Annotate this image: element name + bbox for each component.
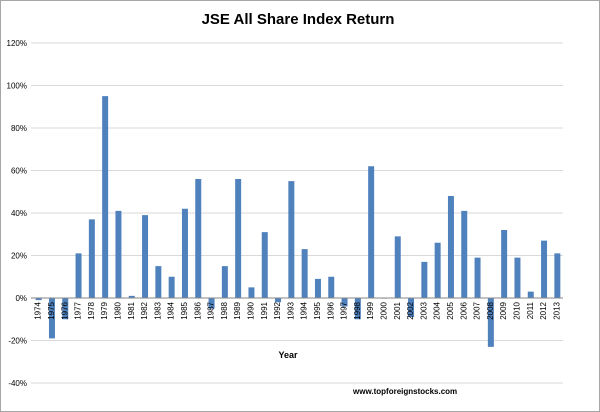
bar: [35, 298, 42, 301]
bar: [275, 298, 282, 303]
x-tick-label: 2000: [379, 301, 388, 319]
bars: [35, 96, 561, 347]
x-tick-label: 1989: [233, 301, 242, 319]
bar: [314, 278, 321, 298]
bar: [514, 257, 521, 298]
bar: [554, 253, 561, 298]
x-axis-label: Year: [278, 350, 298, 360]
x-tick-label: 1977: [74, 301, 83, 319]
y-tick-label: 120%: [7, 39, 27, 48]
bar: [115, 210, 122, 298]
x-tick-label: 1980: [113, 301, 122, 319]
bar: [142, 215, 149, 298]
bar: [128, 295, 135, 298]
x-tick-label: 1981: [127, 301, 136, 319]
x-tick-label: 1983: [153, 301, 162, 319]
x-tick-label: 2013: [552, 301, 561, 319]
x-tick-label: 2001: [393, 301, 402, 319]
bar: [195, 179, 202, 298]
bar: [354, 298, 361, 320]
bar: [181, 208, 188, 298]
x-tick-label: 1991: [260, 301, 269, 319]
bar: [341, 298, 348, 307]
bar: [301, 249, 308, 298]
x-tick-label: 1982: [140, 301, 149, 319]
x-tick-label: 1987: [207, 301, 216, 319]
bar: [328, 276, 335, 298]
x-tick-label: 2012: [539, 301, 548, 319]
bar: [527, 291, 534, 298]
bar: [501, 230, 508, 298]
y-tick-label: -20%: [8, 337, 27, 346]
x-tick-label: 2003: [419, 301, 428, 319]
x-tick-label: 2006: [459, 301, 468, 319]
bar: [447, 196, 454, 298]
x-tick-label: 1979: [100, 301, 109, 319]
x-tick-label: 2010: [512, 301, 521, 319]
x-tick-label: 1996: [326, 301, 335, 319]
bar: [168, 276, 175, 298]
x-tick-label: 2008: [486, 301, 495, 319]
x-tick-label: 1975: [47, 301, 56, 319]
y-tick-label: 80%: [11, 124, 27, 133]
x-tick-label: 1997: [340, 301, 349, 319]
x-tick-label: 1974: [34, 301, 43, 319]
y-tick-label: 40%: [11, 209, 27, 218]
bar: [474, 257, 481, 298]
bar: [368, 166, 375, 298]
y-tick-label: -40%: [8, 379, 27, 388]
x-tick-label: 1978: [87, 301, 96, 319]
x-tick-label: 1995: [313, 301, 322, 319]
y-tick-label: 20%: [11, 252, 27, 261]
x-tick-label: 1986: [193, 301, 202, 319]
x-tick-label: 1976: [60, 301, 69, 319]
x-tick-label: 2002: [406, 301, 415, 319]
x-tick-label: 1990: [246, 301, 255, 319]
x-tick-label: 2011: [526, 301, 535, 319]
bar: [541, 240, 548, 298]
bar: [155, 266, 162, 298]
x-tick-label: 2007: [473, 301, 482, 319]
chart-title: JSE All Share Index Return: [202, 11, 395, 28]
bar: [487, 298, 494, 347]
x-tick-label: 2009: [499, 301, 508, 319]
gridlines: [31, 42, 563, 384]
y-tick-label: 100%: [7, 82, 27, 91]
bar: [461, 210, 468, 298]
bar: [48, 298, 55, 339]
x-tick-label: 2004: [433, 301, 442, 319]
bar: [75, 253, 82, 298]
x-tick-label: 1994: [300, 301, 309, 319]
x-tick-label: 1993: [286, 301, 295, 319]
bar: [208, 298, 215, 309]
bar: [261, 232, 268, 298]
y-axis-ticks: -40% -20% 0% 20% 40% 60% 80% 100% 120%: [7, 39, 27, 388]
x-tick-label: 1985: [180, 301, 189, 319]
bar: [248, 287, 255, 298]
bar: [88, 219, 95, 298]
y-tick-label: 0%: [15, 294, 27, 303]
x-tick-label: 1999: [366, 301, 375, 319]
x-tick-label: 2005: [446, 301, 455, 319]
bar: [434, 242, 441, 298]
y-tick-label: 60%: [11, 167, 27, 176]
x-tick-label: 1992: [273, 301, 282, 319]
x-tick-label: 1984: [167, 301, 176, 319]
bar: [408, 298, 415, 318]
bar: [288, 181, 295, 298]
bar: [62, 298, 69, 320]
bar: [102, 96, 109, 298]
source-credit: www.topforeignstocks.com: [352, 387, 457, 396]
x-tick-label: 1998: [353, 301, 362, 319]
bar: [394, 236, 401, 298]
x-tick-label: 1988: [220, 301, 229, 319]
bar: [421, 261, 428, 298]
bar: [221, 266, 228, 298]
bar: [235, 179, 242, 298]
x-axis-ticks: 1974 1975 1976 1977 1978 1979 1980 1981 1982 1983…: [34, 301, 562, 319]
